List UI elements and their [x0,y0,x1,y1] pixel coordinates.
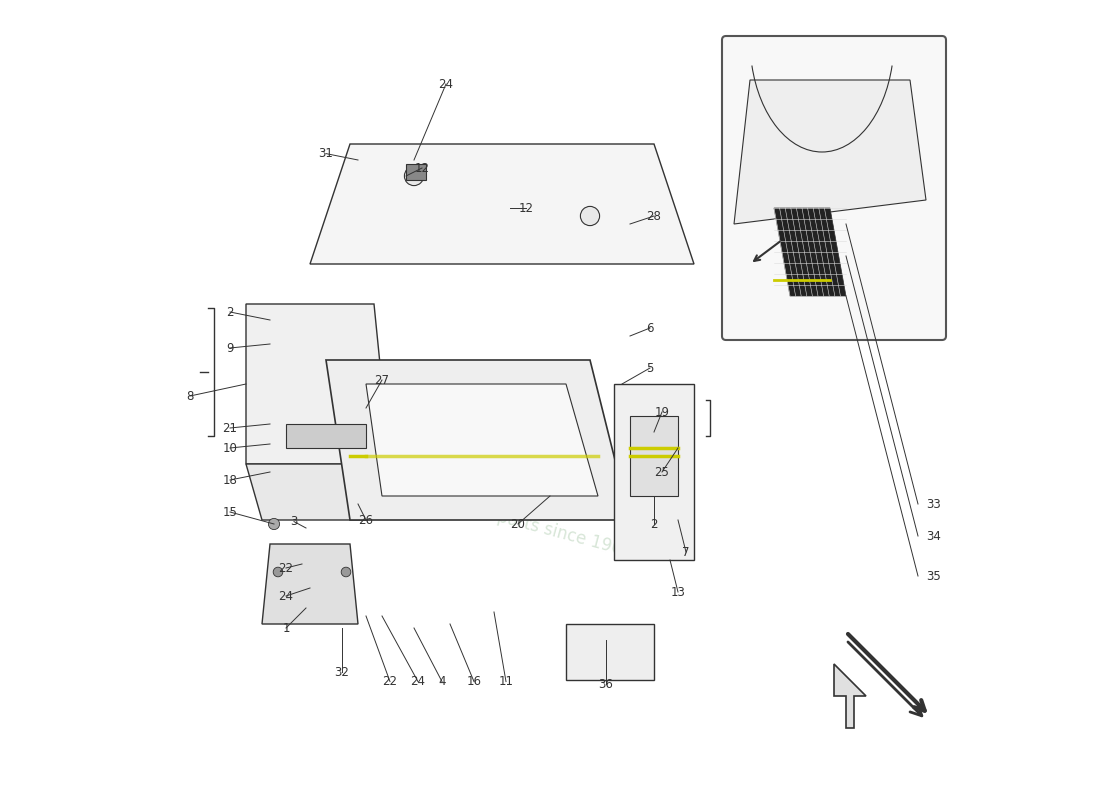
Text: 24: 24 [439,78,453,90]
Text: 7: 7 [682,546,690,558]
Polygon shape [734,80,926,224]
Text: 20: 20 [510,518,526,530]
Circle shape [581,206,600,226]
Text: 8: 8 [186,390,194,402]
Text: 12: 12 [415,162,429,174]
Text: 31: 31 [319,147,333,160]
Circle shape [273,567,283,577]
Text: 25: 25 [654,466,670,478]
Text: 28: 28 [647,210,661,222]
Text: 22: 22 [383,675,397,688]
Text: 16: 16 [466,675,482,688]
Polygon shape [326,360,630,520]
Polygon shape [366,384,598,496]
Text: 9: 9 [227,342,233,354]
Text: 11: 11 [498,675,514,688]
Polygon shape [246,304,390,464]
Polygon shape [246,464,374,520]
Text: 32: 32 [334,666,350,678]
Text: 21: 21 [222,422,238,434]
Polygon shape [286,424,366,448]
Text: 18: 18 [222,474,238,486]
Polygon shape [614,384,694,560]
Text: 6: 6 [647,322,653,334]
Polygon shape [630,416,678,496]
Text: e: e [374,382,486,546]
Text: 34: 34 [926,530,940,542]
Circle shape [405,166,424,186]
Text: 26: 26 [359,514,374,526]
Text: 36: 36 [598,678,614,690]
Text: 24: 24 [410,675,426,688]
Text: 5: 5 [647,362,653,374]
Text: 13: 13 [671,586,685,598]
Circle shape [268,518,279,530]
Text: 24: 24 [278,590,294,602]
Text: 35: 35 [926,570,940,582]
Text: 33: 33 [926,498,940,510]
Text: 15: 15 [222,506,238,518]
Text: 2: 2 [227,306,233,318]
Text: 19: 19 [654,406,670,418]
Text: 2: 2 [650,518,658,530]
Polygon shape [310,144,694,264]
Polygon shape [834,664,866,728]
Text: 27: 27 [374,374,389,386]
Text: 12: 12 [518,202,534,214]
Polygon shape [566,624,654,680]
Polygon shape [406,164,426,180]
FancyBboxPatch shape [722,36,946,340]
Text: 1: 1 [283,622,289,634]
Text: 3: 3 [290,515,298,528]
Text: 10: 10 [222,442,238,454]
Text: a passion for parts since 1965: a passion for parts since 1965 [386,479,634,561]
Polygon shape [262,544,358,624]
Circle shape [341,567,351,577]
Text: 22: 22 [278,562,294,574]
Polygon shape [774,208,846,296]
Text: 4: 4 [438,675,446,688]
